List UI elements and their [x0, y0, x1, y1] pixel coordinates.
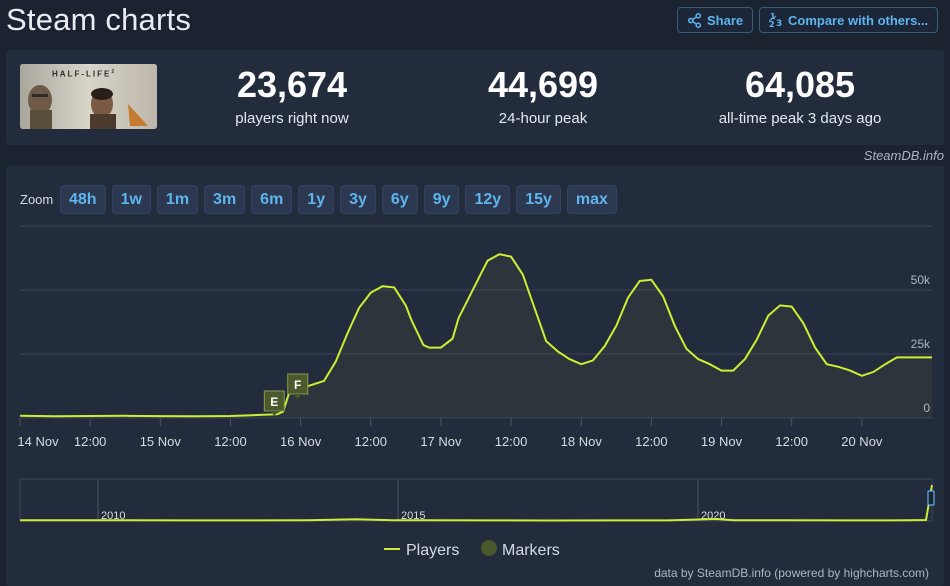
- zoom-button-max[interactable]: max: [566, 185, 617, 214]
- x-tick-label: 12:00: [635, 434, 668, 449]
- stat-24h-peak-label: 24-hour peak: [498, 110, 588, 127]
- page-title: Steam charts: [6, 2, 192, 37]
- zoom-button-1m[interactable]: 1m: [156, 185, 199, 214]
- x-tick-label: 12:00: [214, 434, 247, 449]
- compare-label: Compare with others...: [788, 12, 929, 28]
- stat-all-time-peak-value: 64,085: [744, 64, 856, 105]
- svg-text:2: 2: [769, 20, 775, 28]
- stat-all-time-peak-label: all-time peak 3 days ago: [718, 110, 882, 127]
- marker-flag-label: E: [270, 395, 278, 409]
- x-tick-label: 16 Nov: [280, 434, 322, 449]
- zoom-bar: 48h 1w 1m 3m 6m 1y 3y 6y 9y 12y 15y max: [60, 185, 617, 214]
- share-label: Share: [707, 12, 744, 28]
- zoom-button-6m[interactable]: 6m: [251, 185, 293, 214]
- zoom-button-1w[interactable]: 1w: [111, 185, 151, 214]
- stat-current: 23,674 players right now: [192, 64, 392, 127]
- marker-flag-E[interactable]: E: [263, 390, 285, 416]
- zoom-button-15y[interactable]: 15y: [516, 185, 561, 214]
- navigator-tick-label: 2015: [401, 510, 425, 522]
- navigator-handle[interactable]: [927, 490, 935, 506]
- stat-all-time-peak: 64,085 all-time peak 3 days ago: [690, 64, 910, 127]
- marker-flag-label: F: [294, 378, 301, 392]
- player-chart[interactable]: 0 25k 50k 14 Nov 12:00 15 Nov 12:00 16 Nov 12:0…: [6, 166, 944, 586]
- zoom-label: Zoom: [20, 192, 54, 207]
- legend-item-players[interactable]: Players: [384, 542, 459, 559]
- x-tick-label: 14 Nov: [17, 434, 59, 449]
- chart-panel: Zoom 48h 1w 1m 3m 6m 1y 3y 6y 9y 12y 15y max 0 25k 50…: [6, 166, 944, 586]
- share-icon: [687, 12, 702, 28]
- legend-markers-label: Markers: [502, 542, 560, 559]
- legend-item-markers[interactable]: Markers: [481, 540, 560, 559]
- zoom-button-3y[interactable]: 3y: [340, 185, 376, 214]
- x-tick-label: 15 Nov: [140, 434, 182, 449]
- x-tick-label: 12:00: [495, 434, 528, 449]
- x-tick-label: 20 Nov: [841, 434, 883, 449]
- legend-markers-swatch: [481, 540, 497, 556]
- marker-flag-F[interactable]: F: [287, 373, 309, 399]
- marker-flag-pointer: [270, 411, 279, 416]
- zoom-button-48h[interactable]: 48h: [60, 185, 106, 214]
- zoom-button-6y[interactable]: 6y: [381, 185, 418, 214]
- x-tick-label: 18 Nov: [561, 434, 603, 449]
- x-tick-label: 12:00: [354, 434, 387, 449]
- compare-button[interactable]: 1 2 3 Compare with others...: [759, 7, 939, 33]
- game-logo: HALF-LIFE2: [20, 64, 157, 129]
- share-button[interactable]: Share: [677, 7, 754, 33]
- zoom-button-3m[interactable]: 3m: [204, 185, 246, 214]
- zoom-button-1y[interactable]: 1y: [298, 185, 335, 214]
- stat-current-label: players right now: [235, 110, 349, 127]
- x-tick-label: 12:00: [775, 434, 808, 449]
- svg-text:1: 1: [770, 12, 776, 21]
- zoom-button-12y[interactable]: 12y: [465, 185, 511, 214]
- footer-note[interactable]: data by SteamDB.info (powered by highcha…: [654, 566, 929, 580]
- zoom-button-9y[interactable]: 9y: [423, 185, 460, 214]
- y-tick-label: 50k: [911, 273, 931, 287]
- navigator-frame[interactable]: [19, 478, 933, 522]
- y-tick-label: 0: [923, 401, 930, 415]
- navigator-line: [19, 484, 933, 522]
- stat-24h-peak: 44,699 24-hour peak: [443, 64, 643, 127]
- svg-text:3: 3: [776, 19, 782, 28]
- legend-players-label: Players: [406, 542, 459, 559]
- stat-24h-peak-value: 44,699: [487, 64, 599, 105]
- x-tick-label: 12:00: [74, 434, 107, 449]
- marker-flag-pointer: [293, 394, 302, 399]
- fraction-icon: 1 2 3: [769, 12, 782, 28]
- x-tick-label: 19 Nov: [701, 434, 743, 449]
- game-logo-text: HALF-LIFE2: [52, 69, 117, 79]
- stat-current-value: 23,674: [236, 64, 348, 105]
- steamdb-credit[interactable]: SteamDB.info: [863, 148, 944, 163]
- players-area: [20, 254, 932, 418]
- navigator-tick-label: 2010: [101, 510, 125, 522]
- stats-panel: HALF-LIFE2 23,674 players right now 44,6…: [6, 50, 944, 145]
- y-tick-label: 25k: [911, 337, 931, 351]
- x-tick-label: 17 Nov: [420, 434, 462, 449]
- game-logo-art: [20, 64, 157, 129]
